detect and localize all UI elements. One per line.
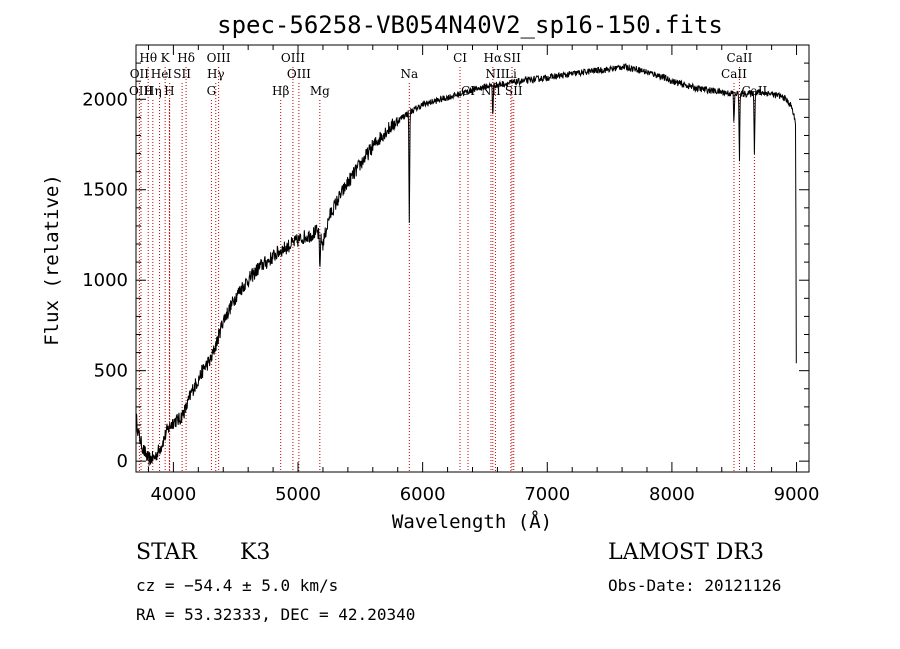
y-axis-label: Flux (relative) <box>41 174 63 346</box>
x-axis-label: Wavelength (Å) <box>392 510 552 533</box>
line-marker-label: Hβ <box>272 84 289 98</box>
redshift-velocity: cz = −54.4 ± 5.0 km/s <box>136 576 339 595</box>
y-tick-label: 0 <box>117 451 128 472</box>
line-marker-label: OIII <box>129 84 153 98</box>
line-marker-label: Hδ <box>177 51 195 65</box>
y-tick-label: 500 <box>94 361 128 382</box>
line-marker-label: He <box>151 67 169 81</box>
line-marker-label: Hθ <box>139 51 157 65</box>
line-marker-label: CI <box>453 51 467 65</box>
x-tick-label: 6000 <box>400 484 446 505</box>
line-marker-label: NII <box>485 67 505 81</box>
line-marker-label: I <box>167 67 172 81</box>
x-tick-label: 7000 <box>524 484 570 505</box>
y-tick-label: 1500 <box>82 180 128 201</box>
line-marker-label: K <box>161 51 171 65</box>
plot-frame <box>135 44 810 473</box>
y-axis: 0 500 1000 1500 2000 <box>82 62 809 472</box>
x-tick-label: 9000 <box>774 484 820 505</box>
line-marker-label: SII <box>503 51 521 65</box>
survey-name: LAMOST DR3 <box>608 540 764 565</box>
line-marker-label: Mg <box>310 84 330 98</box>
line-marker-label: SII <box>173 67 191 81</box>
spectral-subclass: K3 <box>240 540 271 565</box>
y-tick-label: 1000 <box>82 270 128 291</box>
line-marker-label: H <box>164 84 174 98</box>
line-marker-label: OII <box>130 67 150 81</box>
line-marker-label: Na <box>400 67 418 81</box>
line-marker-label: CaII <box>727 51 753 65</box>
line-marker-label: Li <box>505 67 517 81</box>
line-marker-label: Hγ <box>207 67 225 81</box>
x-axis: 4000 5000 6000 7000 8000 9000 <box>147 45 820 505</box>
line-marker-label: OIII <box>281 51 305 65</box>
line-marker-label: Hα <box>484 51 503 65</box>
observation-date: Obs-Date: 20121126 <box>608 576 782 595</box>
line-marker-label: CaII <box>721 67 747 81</box>
object-class: STAR <box>136 540 197 565</box>
x-tick-label: 4000 <box>150 484 196 505</box>
chart-title: spec-56258-VB054N40V2_sp16-150.fits <box>217 11 723 39</box>
x-tick-label: 5000 <box>275 484 321 505</box>
line-marker-label: SII <box>505 84 523 98</box>
x-tick-label: 8000 <box>649 484 695 505</box>
spectrum-line <box>135 62 797 466</box>
line-marker-label: Hη <box>144 84 162 98</box>
y-tick-label: 2000 <box>82 89 128 110</box>
line-marker-label: OIII <box>207 51 231 65</box>
line-marker-label: OIII <box>287 67 311 81</box>
sky-coordinates: RA = 53.32333, DEC = 42.20340 <box>136 605 416 624</box>
line-marker-label: G <box>207 84 217 98</box>
